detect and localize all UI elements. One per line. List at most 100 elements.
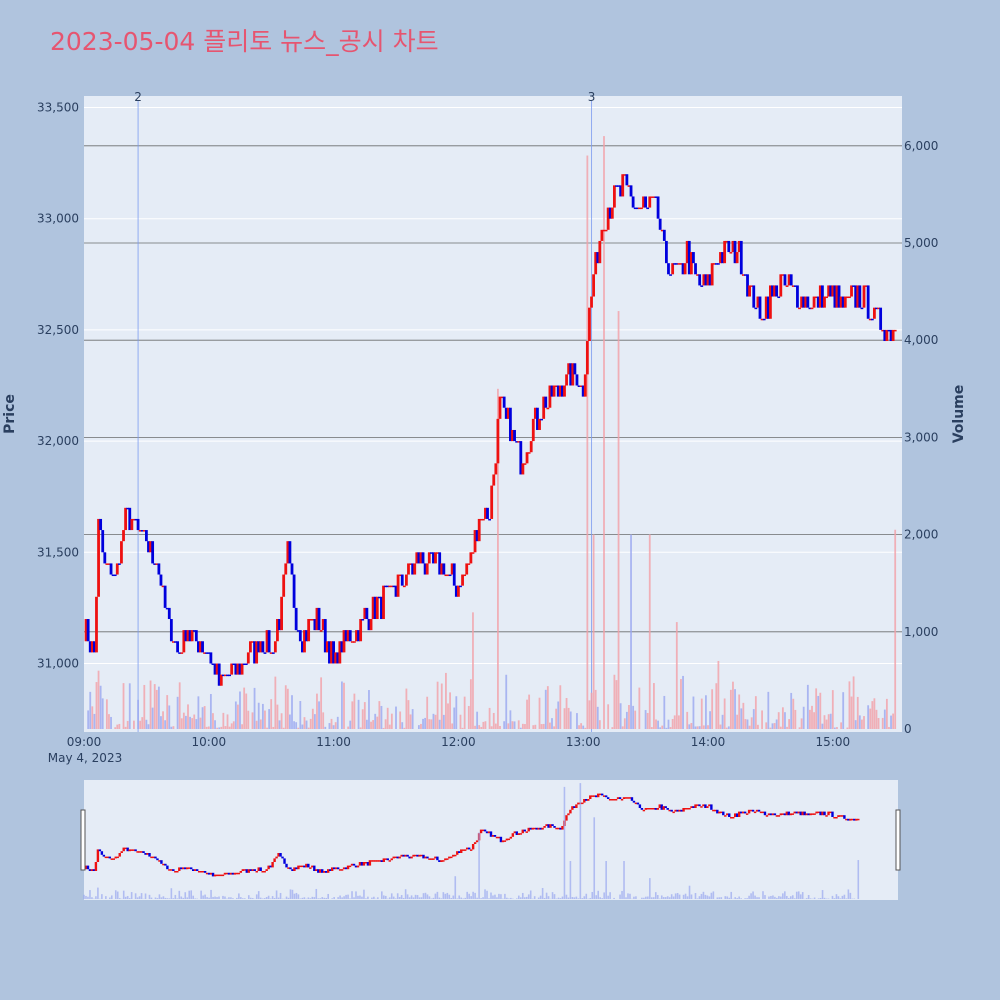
mini-candle bbox=[428, 858, 431, 860]
candle bbox=[115, 563, 119, 575]
candle bbox=[785, 285, 789, 287]
mini-candle bbox=[182, 867, 185, 870]
volume-bar bbox=[328, 723, 331, 729]
mini-volume-bar bbox=[585, 893, 588, 899]
candle bbox=[463, 574, 467, 577]
volume-bar bbox=[234, 701, 237, 729]
mini-volume-bar bbox=[422, 893, 425, 899]
volume-bar bbox=[417, 725, 420, 729]
range-slider-left-handle[interactable] bbox=[80, 809, 86, 871]
candle bbox=[136, 518, 140, 531]
mini-candle bbox=[696, 804, 699, 806]
volume-bar bbox=[472, 612, 474, 729]
mini-candle bbox=[263, 871, 266, 873]
mini-candle bbox=[503, 840, 507, 842]
candle bbox=[519, 441, 523, 475]
mini-candle bbox=[602, 795, 606, 797]
volume-bar bbox=[293, 721, 295, 729]
volume-bar bbox=[264, 710, 266, 729]
volume-bar bbox=[128, 683, 131, 729]
candle bbox=[394, 585, 398, 597]
candle bbox=[409, 563, 412, 565]
candle bbox=[818, 285, 822, 308]
mini-volume-bar bbox=[517, 895, 520, 899]
volume-bar bbox=[615, 680, 618, 729]
candle bbox=[677, 263, 681, 265]
mini-candle bbox=[569, 809, 572, 814]
mini-volume-bar bbox=[784, 891, 786, 899]
volume-bar bbox=[372, 720, 375, 729]
mini-volume-bar bbox=[406, 894, 409, 899]
volume-bar bbox=[715, 683, 718, 729]
candle bbox=[386, 585, 390, 588]
volume-bar bbox=[736, 714, 739, 729]
candle bbox=[355, 630, 358, 642]
mini-volume-bar bbox=[315, 888, 318, 899]
mini-candle bbox=[436, 856, 439, 861]
volume-bar bbox=[442, 714, 445, 729]
mini-candle bbox=[787, 811, 791, 816]
mini-candle bbox=[201, 871, 205, 873]
mini-candle bbox=[747, 809, 751, 814]
volume-bar bbox=[343, 682, 345, 729]
mini-volume-bar bbox=[813, 897, 816, 899]
mini-volume-bar bbox=[438, 897, 441, 899]
mini-candle bbox=[330, 867, 334, 871]
mini-candle bbox=[692, 806, 695, 808]
mini-volume-bar bbox=[371, 897, 373, 899]
volume-bar bbox=[463, 696, 466, 729]
mini-candle bbox=[253, 869, 256, 871]
volume-bar bbox=[663, 695, 666, 729]
volume-bar bbox=[798, 727, 801, 729]
candle bbox=[253, 641, 256, 664]
mini-volume-bar bbox=[176, 898, 179, 899]
mini-volume-bar bbox=[194, 898, 196, 899]
mini-candle bbox=[323, 871, 326, 873]
candle bbox=[831, 285, 835, 297]
candle bbox=[606, 207, 610, 230]
mini-volume-bar bbox=[599, 897, 601, 899]
mini-candle bbox=[209, 872, 213, 875]
volume-bar bbox=[717, 660, 720, 729]
mini-volume-bar bbox=[839, 898, 842, 899]
candle bbox=[862, 285, 866, 308]
candle bbox=[692, 252, 695, 264]
mini-candle bbox=[86, 865, 90, 870]
mini-candle bbox=[344, 867, 348, 870]
mini-candle bbox=[535, 827, 538, 830]
mini-candle bbox=[325, 871, 328, 873]
mini-volume-bar bbox=[382, 895, 385, 899]
volume-bar bbox=[854, 720, 857, 729]
mini-volume-bar bbox=[793, 898, 796, 899]
mini-candle bbox=[334, 867, 338, 870]
mini-volume-bar bbox=[563, 786, 566, 899]
volume-bar bbox=[553, 726, 555, 729]
candle bbox=[660, 229, 664, 232]
mini-candle bbox=[418, 854, 421, 857]
candle bbox=[746, 274, 749, 297]
volume-bar bbox=[359, 727, 362, 729]
mini-candle bbox=[501, 840, 505, 843]
range-slider[interactable] bbox=[84, 780, 898, 900]
mini-volume-bar bbox=[126, 896, 129, 899]
volume-bar bbox=[97, 670, 100, 729]
mini-volume-bar bbox=[533, 896, 536, 899]
mini-candle bbox=[652, 808, 655, 810]
volume-bar bbox=[228, 726, 231, 729]
mini-volume-bar bbox=[188, 890, 191, 899]
mini-volume-bar bbox=[482, 897, 484, 899]
mini-volume-bar bbox=[101, 894, 103, 899]
mini-candle bbox=[626, 797, 630, 799]
mini-candle bbox=[726, 813, 729, 816]
mini-candle bbox=[700, 806, 703, 808]
mini-volume-bar bbox=[539, 895, 542, 899]
candle bbox=[798, 307, 801, 310]
range-slider-right-handle[interactable] bbox=[895, 809, 901, 871]
volume-bar bbox=[528, 694, 531, 729]
mini-candle bbox=[396, 856, 399, 859]
candle bbox=[850, 285, 853, 297]
mini-volume-bar bbox=[140, 893, 143, 899]
time-tick-label: 09:00 bbox=[67, 735, 102, 749]
candle bbox=[841, 296, 845, 308]
volume-bar bbox=[775, 719, 778, 729]
